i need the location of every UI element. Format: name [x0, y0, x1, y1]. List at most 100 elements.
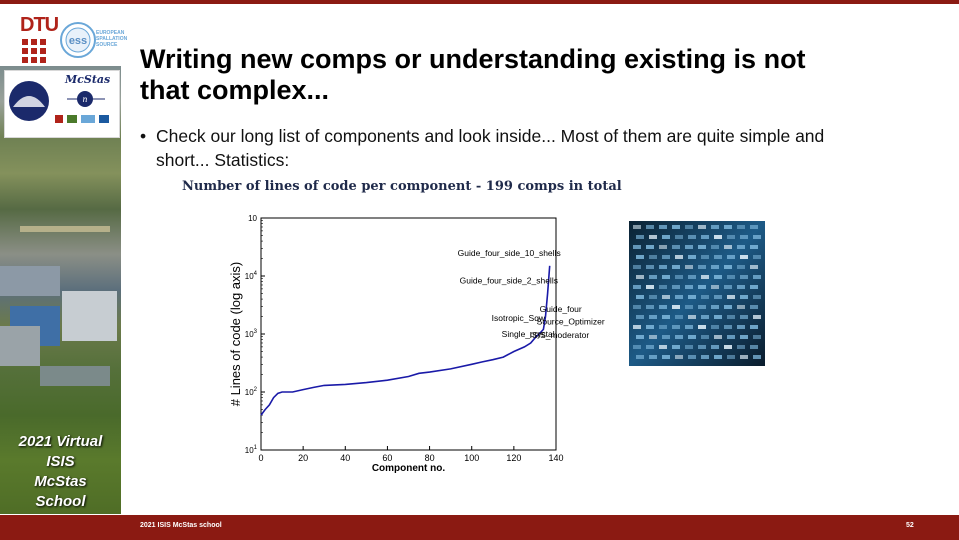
matrix-glyph: [649, 295, 657, 299]
matrix-glyph: [636, 335, 644, 339]
matrix-glyph: [646, 245, 654, 249]
annotation-label: Guide_four: [540, 304, 582, 314]
code-matrix-image: [629, 221, 765, 366]
matrix-glyph: [701, 275, 709, 279]
matrix-glyph: [740, 235, 748, 239]
matrix-glyph: [685, 325, 693, 329]
matrix-glyph: [737, 325, 745, 329]
mcstas-logo-text: McStas: [65, 73, 111, 86]
annotation-label: Single_crystal: [502, 329, 555, 339]
footer-title: 2021 ISIS McStas school: [140, 522, 222, 529]
svg-text:n: n: [82, 95, 87, 104]
matrix-glyph: [714, 255, 722, 259]
matrix-glyph: [688, 295, 696, 299]
y-tick-label: 102: [245, 387, 258, 397]
matrix-glyph: [698, 305, 706, 309]
matrix-glyph: [753, 235, 761, 239]
annotation-label: Guide_four_side_10_shells: [458, 248, 561, 258]
matrix-glyph: [675, 295, 683, 299]
y-tick-label: 10: [248, 214, 257, 223]
matrix-glyph: [636, 235, 644, 239]
matrix-glyph: [714, 275, 722, 279]
top-accent-bar: [0, 0, 959, 4]
matrix-glyph: [737, 245, 745, 249]
matrix-glyph: [685, 265, 693, 269]
matrix-glyph: [646, 325, 654, 329]
matrix-glyph: [724, 245, 732, 249]
matrix-glyph: [698, 285, 706, 289]
annotation-label: Source_Optimizer: [537, 316, 605, 326]
matrix-glyph: [662, 235, 670, 239]
matrix-glyph: [701, 255, 709, 259]
matrix-glyph: [711, 325, 719, 329]
chart-heading: Number of lines of code per component - …: [182, 179, 622, 194]
dtu-logo-mark: [22, 39, 46, 63]
matrix-glyph: [685, 285, 693, 289]
matrix-glyph: [659, 305, 667, 309]
matrix-glyph: [701, 335, 709, 339]
annotation-label: ISIS_moderator: [530, 330, 590, 340]
matrix-glyph: [740, 295, 748, 299]
matrix-glyph: [740, 315, 748, 319]
school-caption: 2021 Virtual ISIS McStas School: [0, 432, 121, 512]
matrix-glyph: [714, 355, 722, 359]
annotation-label: Guide_four_side_2_shells: [460, 275, 558, 285]
matrix-glyph: [649, 275, 657, 279]
y-tick-label: 104: [245, 271, 258, 281]
matrix-glyph: [714, 235, 722, 239]
matrix-glyph: [672, 265, 680, 269]
matrix-glyph: [649, 255, 657, 259]
x-tick-label: 20: [298, 453, 308, 463]
dtu-logo-text: DTU: [20, 14, 59, 36]
ess-abbrev: ess: [69, 35, 87, 47]
loc-chart: 0 20 40 60 80 100 120 140 101 102 103 104 10 Guide_fo…: [228, 214, 605, 474]
matrix-glyph: [675, 255, 683, 259]
matrix-glyph: [636, 275, 644, 279]
matrix-glyph: [714, 315, 722, 319]
matrix-glyph: [740, 275, 748, 279]
matrix-glyph: [688, 255, 696, 259]
matrix-glyph: [659, 245, 667, 249]
series-line: [260, 265, 551, 416]
matrix-glyph: [659, 325, 667, 329]
matrix-glyph: [659, 225, 667, 229]
matrix-glyph: [675, 315, 683, 319]
matrix-glyph: [737, 265, 745, 269]
matrix-glyph: [685, 305, 693, 309]
matrix-glyph: [711, 265, 719, 269]
bullet-text: Check our long list of components and lo…: [156, 126, 825, 170]
bullet-item: • Check our long list of components and …: [140, 124, 840, 172]
annotation-label: Isotropic_Sqw: [492, 313, 546, 323]
matrix-glyph: [633, 225, 641, 229]
matrix-glyph: [711, 245, 719, 249]
matrix-glyph: [727, 295, 735, 299]
matrix-glyph: [724, 305, 732, 309]
matrix-glyph: [727, 355, 735, 359]
matrix-glyph: [698, 345, 706, 349]
matrix-glyph: [633, 265, 641, 269]
matrix-glyph: [711, 225, 719, 229]
matrix-glyph: [685, 345, 693, 349]
matrix-glyph: [649, 335, 657, 339]
matrix-glyph: [688, 235, 696, 239]
matrix-glyph: [633, 285, 641, 289]
slide-title: Writing new comps or understanding exist…: [140, 44, 806, 105]
matrix-glyph: [727, 315, 735, 319]
matrix-glyph: [672, 345, 680, 349]
matrix-glyph: [688, 335, 696, 339]
matrix-glyph: [636, 315, 644, 319]
x-tick-label: 40: [340, 453, 350, 463]
school-line-2: ISIS: [46, 453, 75, 470]
matrix-glyph: [636, 255, 644, 259]
matrix-glyph: [688, 355, 696, 359]
matrix-glyph: [753, 315, 761, 319]
x-tick-label: 80: [425, 453, 435, 463]
matrix-glyph: [727, 235, 735, 239]
mcstas-logo-panel: n McStas: [4, 70, 120, 138]
matrix-glyph: [724, 225, 732, 229]
matrix-glyph: [633, 345, 641, 349]
ess-line-3: SOURCE: [96, 42, 118, 48]
y-tick-label: 101: [245, 445, 258, 455]
school-line-4: School: [35, 493, 86, 510]
x-axis-label: Component no.: [372, 463, 446, 474]
